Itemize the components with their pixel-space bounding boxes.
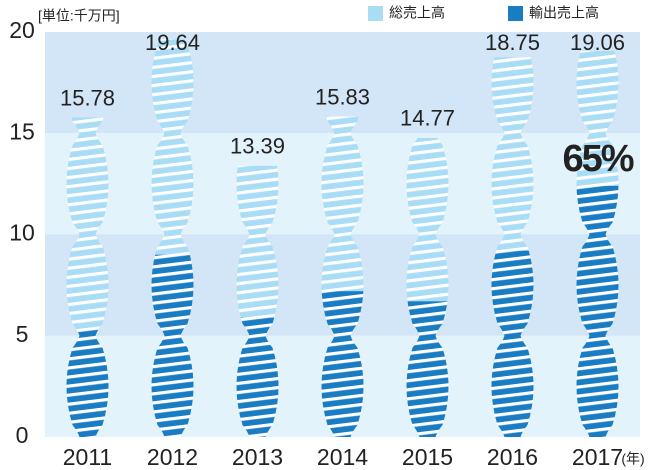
x-unit-label: (年) — [621, 451, 644, 467]
legend-swatch — [508, 6, 523, 21]
y-tick-label: 20 — [9, 17, 35, 43]
bar — [406, 301, 449, 437]
value-label: 14.77 — [400, 106, 455, 131]
legend-label: 総売上高 — [389, 5, 445, 21]
value-label: 19.64 — [145, 30, 200, 55]
value-label: 15.78 — [60, 85, 115, 110]
x-tick-label: 2011 — [63, 444, 112, 470]
x-tick-label: 2012 — [147, 444, 198, 470]
y-tick-label: 5 — [16, 321, 29, 347]
value-label: 13.39 — [230, 134, 285, 159]
y-tick-label: 0 — [16, 422, 29, 448]
x-tick-label: 2017 — [572, 444, 623, 470]
value-label: 18.75 — [485, 30, 540, 55]
annotation: 65% — [562, 138, 633, 180]
unit-label: [単位:千万円] — [38, 8, 120, 24]
bar — [321, 291, 364, 437]
grid-band — [45, 32, 640, 134]
x-tick-label: 2016 — [487, 444, 538, 470]
bar — [66, 329, 109, 437]
y-tick-label: 15 — [9, 118, 35, 144]
y-tick-label: 10 — [9, 220, 35, 246]
value-label: 15.83 — [315, 84, 370, 109]
x-tick-label: 2013 — [232, 444, 283, 470]
x-tick-label: 2015 — [402, 444, 453, 470]
x-tick-label: 2014 — [317, 444, 368, 470]
value-label: 19.06 — [570, 30, 625, 55]
legend-swatch — [368, 6, 383, 21]
legend-label: 輸出売上高 — [529, 5, 599, 21]
